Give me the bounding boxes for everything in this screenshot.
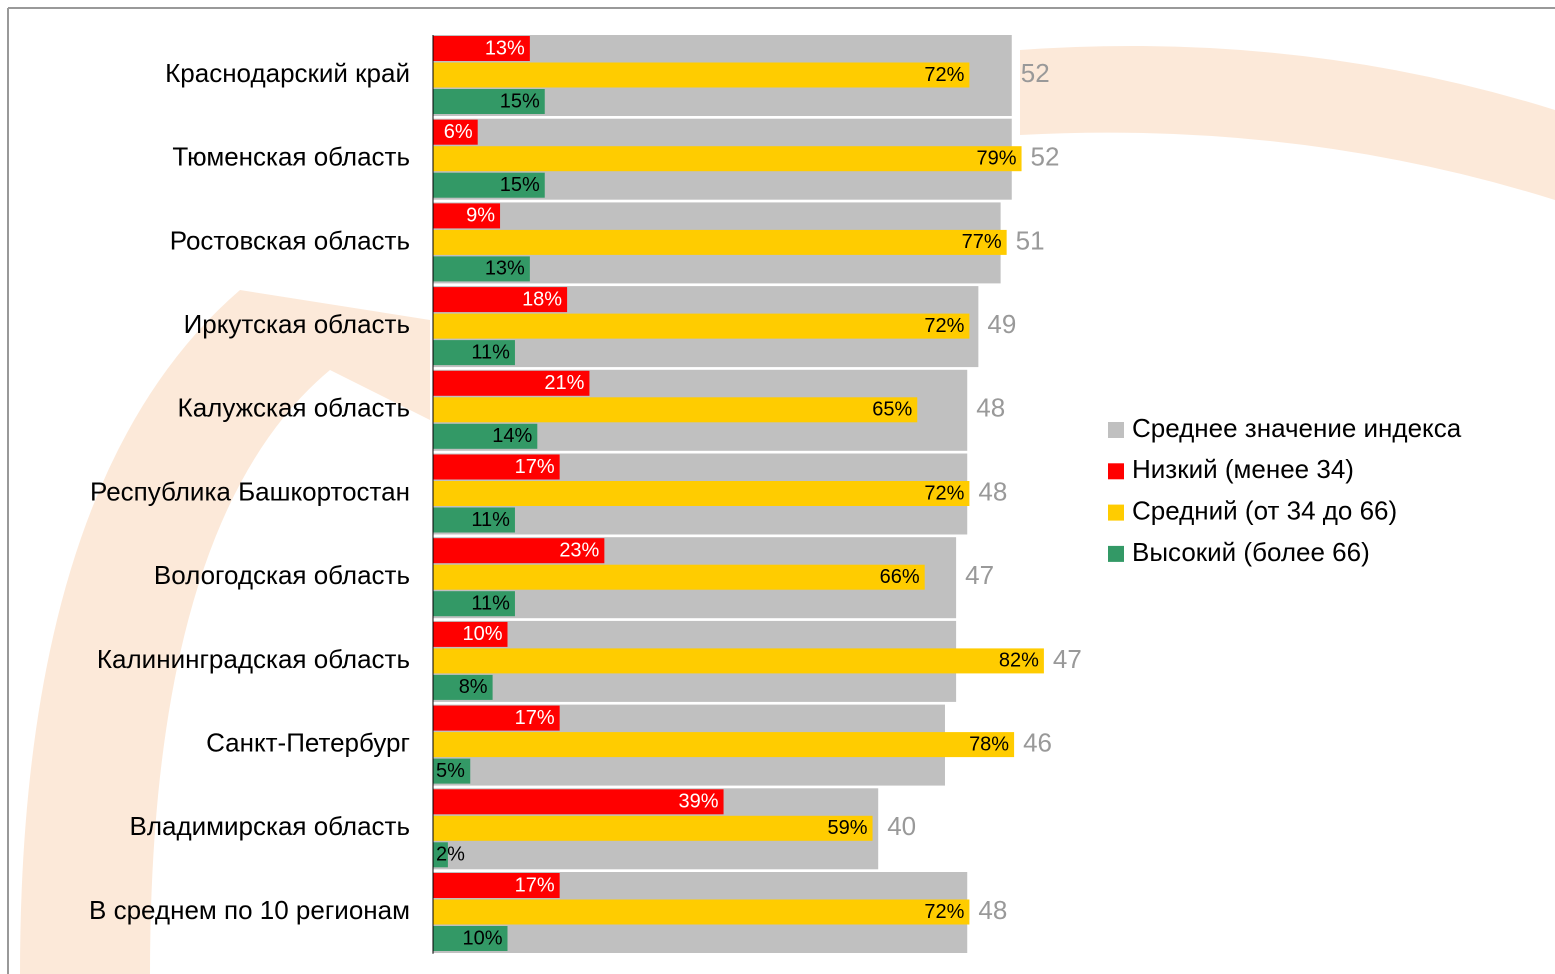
value-label: 78% (969, 733, 1009, 755)
bar (433, 564, 925, 590)
value-label: 17% (515, 874, 555, 896)
index-label: 48 (976, 393, 1005, 423)
bar (433, 203, 501, 229)
category-label: Калужская область (178, 393, 410, 423)
bar (433, 370, 590, 396)
bar (433, 340, 515, 366)
index-label: 47 (1053, 644, 1082, 674)
bar (433, 146, 1022, 172)
value-label: 14% (492, 425, 532, 447)
bar (433, 705, 560, 731)
value-label: 82% (999, 650, 1039, 672)
value-label: 17% (515, 456, 555, 478)
index-label: 40 (887, 811, 916, 841)
bar (433, 256, 530, 282)
value-label: 39% (679, 791, 719, 813)
legend-label: Среднее значение индекса (1132, 413, 1462, 443)
bar (433, 287, 568, 313)
category-label: Ростовская область (170, 225, 410, 255)
value-label: 11% (471, 509, 510, 531)
bar (433, 815, 873, 841)
bar (433, 538, 605, 564)
value-label: 15% (500, 174, 540, 196)
category-label: Владимирская область (129, 811, 410, 841)
value-label: 65% (872, 399, 912, 421)
bar (433, 648, 1044, 674)
value-label: 2% (436, 844, 465, 866)
index-label: 48 (978, 895, 1007, 925)
category-label: Санкт-Петербург (206, 727, 410, 757)
legend-swatch (1108, 422, 1124, 438)
value-label: 10% (462, 623, 502, 645)
bar (433, 732, 1015, 758)
index-label: 48 (978, 476, 1007, 506)
bar (433, 758, 471, 784)
value-label: 72% (924, 315, 964, 337)
bar (433, 926, 508, 951)
value-label: 13% (485, 37, 525, 59)
bar (433, 229, 1007, 255)
bar (433, 119, 478, 145)
index-label: 51 (1016, 225, 1045, 255)
bar (433, 899, 970, 925)
bar (433, 397, 918, 423)
value-label: 11% (471, 592, 510, 614)
value-label: 13% (485, 258, 525, 280)
bar (433, 507, 515, 533)
index-label: 46 (1023, 727, 1052, 757)
bar (433, 621, 508, 647)
legend-label: Высокий (более 66) (1132, 537, 1370, 567)
category-label: Республика Башкортостан (90, 476, 410, 506)
value-label: 11% (471, 341, 510, 363)
value-label: 6% (444, 121, 473, 143)
bar (433, 674, 493, 700)
bar (433, 842, 448, 868)
legend-swatch (1108, 504, 1124, 521)
bar (433, 454, 560, 480)
bar (433, 423, 538, 449)
bar (433, 89, 545, 114)
index-label: 52 (1021, 58, 1050, 88)
value-label: 77% (962, 231, 1002, 253)
value-label: 18% (522, 288, 562, 310)
legend-swatch (1108, 463, 1124, 480)
bar (433, 313, 970, 339)
value-label: 21% (544, 372, 584, 394)
category-label: Краснодарский край (165, 58, 410, 88)
bar (433, 481, 970, 506)
value-label: 23% (559, 539, 599, 561)
category-label: Калининградская область (97, 644, 410, 674)
bar (433, 873, 560, 898)
value-label: 59% (828, 817, 868, 839)
bar (433, 789, 724, 815)
value-label: 72% (924, 901, 964, 923)
legend-label: Низкий (менее 34) (1132, 454, 1354, 484)
category-label: Тюменская область (172, 142, 410, 172)
index-label: 52 (1031, 142, 1060, 172)
bar (433, 172, 545, 198)
value-label: 8% (459, 676, 488, 698)
category-label: В среднем по 10 регионам (89, 895, 410, 925)
category-label: Иркутская область (184, 309, 410, 339)
bar (433, 62, 970, 88)
value-label: 79% (977, 147, 1017, 169)
legend-swatch (1108, 545, 1124, 562)
value-label: 9% (466, 205, 495, 227)
value-label: 17% (515, 707, 555, 729)
decor-arc (1020, 46, 1555, 200)
bar (433, 591, 515, 617)
value-label: 66% (880, 566, 920, 588)
value-label: 72% (924, 482, 964, 504)
decor-arrow (20, 290, 430, 974)
value-label: 5% (436, 760, 465, 782)
category-label: Вологодская область (154, 560, 410, 590)
index-label: 47 (965, 560, 994, 590)
legend-label: Средний (от 34 до 66) (1132, 495, 1397, 525)
value-label: 72% (924, 64, 964, 86)
bar (433, 36, 530, 61)
index-label: 49 (987, 309, 1016, 339)
value-label: 15% (500, 90, 540, 112)
value-label: 10% (462, 927, 502, 949)
